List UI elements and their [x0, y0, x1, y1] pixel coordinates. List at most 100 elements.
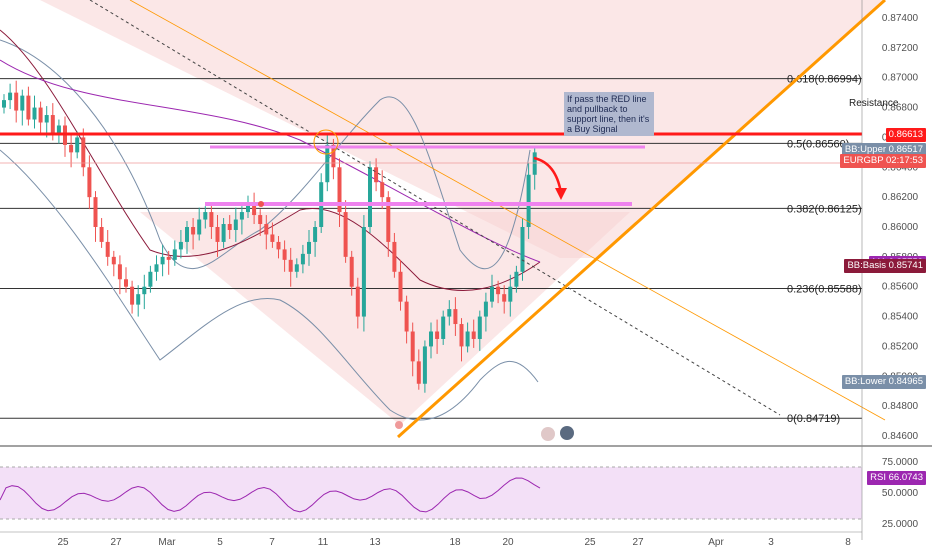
- price-label: EURGBP 02:17:53: [840, 154, 926, 169]
- candle-body: [166, 256, 171, 260]
- candle-body: [294, 264, 299, 272]
- x-tick-label: 13: [369, 537, 381, 548]
- time-axis[interactable]: 25 27 Mar 5 7 11 13 18 20 25 27 Apr 3 8: [57, 537, 851, 548]
- y-tick-label: 0.84600: [882, 431, 919, 442]
- candle-body: [154, 264, 159, 272]
- resistance-label: Resistance: [849, 98, 899, 109]
- price-label: BB:Upper 0.86517: [841, 142, 926, 157]
- candle-body: [239, 212, 244, 220]
- candle-body: [93, 197, 98, 227]
- candle-body: [313, 227, 318, 242]
- candle-body: [56, 125, 61, 135]
- candle-body: [8, 92, 13, 101]
- y-tick-label: 0.84800: [882, 401, 919, 412]
- candles: [2, 80, 537, 393]
- candle-body: [508, 286, 513, 302]
- candle-body: [532, 152, 537, 175]
- candle-body: [117, 264, 122, 280]
- candle-body: [441, 316, 446, 339]
- price-label: RSI 66.0743: [867, 471, 926, 485]
- event-icons[interactable]: [395, 421, 574, 441]
- candle-body: [416, 361, 421, 384]
- x-tick-label: 25: [584, 537, 596, 548]
- candle-body: [325, 144, 330, 183]
- candle-body: [99, 227, 104, 242]
- candle-body: [252, 204, 257, 216]
- candle-body: [361, 227, 366, 317]
- x-tick-label: 11: [318, 537, 329, 548]
- dashed-trendline: [89, 0, 781, 416]
- candle-body: [26, 95, 31, 120]
- rsi-axis: 75.0000 50.0000 25.0000: [882, 457, 919, 530]
- candle-body: [422, 346, 427, 384]
- candle-body: [87, 167, 92, 198]
- candle-body: [514, 271, 519, 287]
- candle-body: [148, 271, 153, 287]
- orange-circle-marker: [313, 129, 339, 155]
- candle-body: [496, 286, 501, 295]
- fib-label: 0.236(0.85588): [787, 284, 862, 296]
- candle-body: [185, 227, 189, 242]
- candle-body: [246, 204, 250, 213]
- candle-body: [75, 137, 80, 153]
- ma-line: [0, 59, 541, 263]
- candle-body: [374, 167, 379, 183]
- red-dot: [258, 201, 264, 207]
- candle-body: [227, 224, 232, 230]
- candle-body: [20, 95, 25, 111]
- candle-body: [483, 301, 488, 317]
- x-tick-label: 3: [768, 537, 774, 548]
- candle-body: [404, 301, 409, 332]
- y-tick-label: 0.86000: [882, 222, 919, 233]
- x-tick-label: Mar: [158, 537, 176, 548]
- x-tick-label: 27: [632, 537, 644, 548]
- x-tick-label: 5: [217, 537, 223, 548]
- candle-body: [191, 227, 196, 235]
- event-icon-c: [560, 426, 574, 440]
- y-tick-label: 0.86200: [882, 192, 919, 203]
- candle-body: [111, 256, 116, 265]
- fib-label: 0.618(0.86994): [787, 74, 862, 86]
- rsi-tick-label: 25.0000: [882, 519, 919, 530]
- rsi-tick-label: 50.0000: [882, 488, 919, 499]
- event-icon-a: [395, 421, 403, 429]
- y-tick-label: 0.86800: [882, 103, 919, 114]
- y-tick-label: 0.87000: [882, 73, 919, 84]
- candle-body: [459, 324, 464, 347]
- candle-body: [502, 294, 507, 302]
- rsi-line: [0, 477, 541, 513]
- annotation-note[interactable]: If pass the RED line and pullback to sup…: [564, 92, 654, 136]
- candle-body: [203, 212, 208, 220]
- candle-body: [465, 331, 470, 347]
- x-tick-label: 18: [449, 537, 461, 548]
- red-arrow-head: [555, 188, 567, 200]
- candle-body: [264, 224, 269, 235]
- fib-levels: 0.618(0.86994) 0.5(0.86560) 0.382(0.86125)…: [0, 74, 862, 425]
- candle-body: [380, 182, 385, 198]
- y-tick-label: 0.85600: [882, 282, 919, 293]
- candle-body: [209, 212, 214, 227]
- candle-body: [136, 294, 141, 305]
- candle-body: [178, 241, 183, 250]
- price-label: 0.86613: [885, 128, 926, 143]
- orange-support-line[interactable]: [396, 0, 887, 439]
- candle-body: [221, 224, 226, 242]
- candle-body: [331, 144, 336, 168]
- candle-body: [258, 215, 263, 225]
- candle-body: [282, 249, 287, 260]
- candle-body: [197, 219, 202, 235]
- candle-body: [105, 241, 110, 257]
- candle-body: [44, 115, 49, 123]
- candle-body: [14, 92, 19, 111]
- pink-triangle-bottom: [140, 212, 630, 425]
- candle-body: [471, 331, 476, 339]
- candle-body: [172, 249, 177, 260]
- y-tick-label: 0.87400: [882, 13, 919, 24]
- rsi-tick-label: 75.0000: [882, 457, 919, 468]
- x-tick-label: 27: [110, 537, 122, 548]
- x-tick-label: 25: [57, 537, 69, 548]
- candle-body: [276, 241, 281, 250]
- candle-body: [343, 212, 348, 257]
- candle-body: [307, 241, 311, 254]
